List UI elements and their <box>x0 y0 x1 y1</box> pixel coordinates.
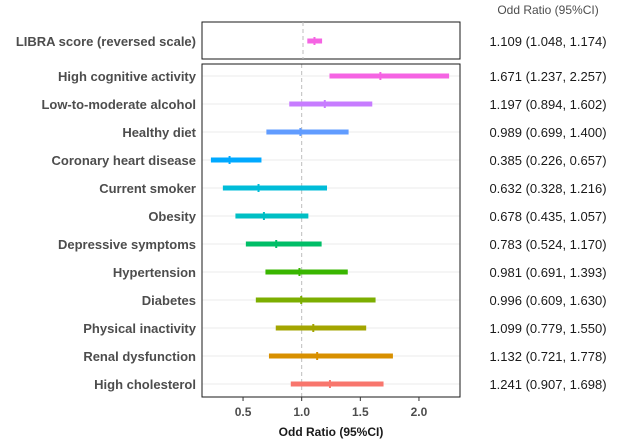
x-tick-label: 1.0 <box>293 405 310 419</box>
row-label: Obesity <box>148 209 196 224</box>
row-label: Hypertension <box>113 265 196 280</box>
summary-label: LIBRA score (reversed scale) <box>16 34 196 49</box>
row-label: Physical inactivity <box>83 321 196 336</box>
summary-ci-text: 1.109 (1.048, 1.174) <box>489 34 606 49</box>
row-label: Current smoker <box>99 181 196 196</box>
summary-panel-border <box>201 21 461 60</box>
ci-text: 0.989 (0.699, 1.400) <box>489 125 606 140</box>
row-label: Healthy diet <box>122 125 196 140</box>
ci-text: 0.981 (0.691, 1.393) <box>489 265 606 280</box>
x-tick-label: 2.0 <box>411 405 428 419</box>
x-tick-label: 0.5 <box>235 405 252 419</box>
row-label: High cognitive activity <box>58 69 197 84</box>
row-label: Renal dysfunction <box>83 349 196 364</box>
ci-column-header: Odd Ratio (95%CI) <box>497 3 598 17</box>
ci-text: 0.678 (0.435, 1.057) <box>489 209 606 224</box>
ci-text: 1.241 (0.907, 1.698) <box>489 377 606 392</box>
row-label: Diabetes <box>142 293 196 308</box>
ci-text: 0.385 (0.226, 0.657) <box>489 153 606 168</box>
ci-text: 1.197 (0.894, 1.602) <box>489 97 606 112</box>
ci-text: 1.099 (0.779, 1.550) <box>489 321 606 336</box>
row-label: High cholesterol <box>94 377 196 392</box>
ci-text: 1.671 (1.237, 2.257) <box>489 69 606 84</box>
ci-text: 0.996 (0.609, 1.630) <box>489 293 606 308</box>
row-label: Low-to-moderate alcohol <box>41 97 196 112</box>
ci-text: 0.783 (0.524, 1.170) <box>489 237 606 252</box>
summary-panel: LIBRA score (reversed scale) 1.109 (1.04… <box>16 21 607 60</box>
x-tick-label: 1.5 <box>352 405 369 419</box>
main-panel: High cognitive activity 1.671 (1.237, 2.2… <box>41 63 607 439</box>
row-label: Depressive symptoms <box>58 237 196 252</box>
row-label: Coronary heart disease <box>51 153 196 168</box>
main-panel-border <box>201 63 461 398</box>
x-axis-label: Odd Ratio (95%CI) <box>279 425 384 439</box>
ci-text: 0.632 (0.328, 1.216) <box>489 181 606 196</box>
ci-text: 1.132 (0.721, 1.778) <box>489 349 606 364</box>
